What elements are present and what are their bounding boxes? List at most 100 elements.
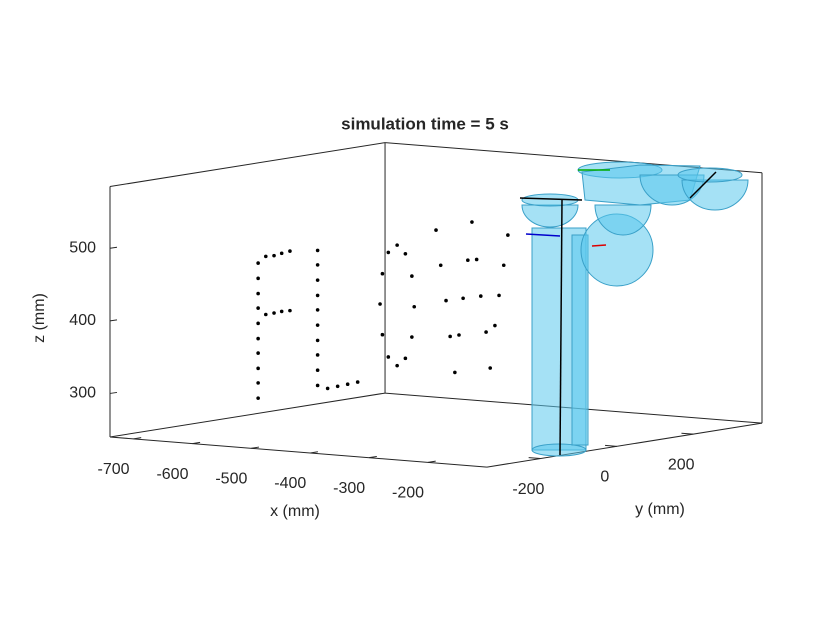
data-point [355, 380, 360, 384]
axis-edge [109, 142, 386, 188]
y-tick [605, 444, 617, 447]
robot-axis [689, 171, 717, 199]
data-point [263, 254, 268, 259]
data-point [488, 366, 493, 370]
data-point [315, 383, 320, 388]
data-point [410, 335, 414, 339]
z-tick-label: 500 [69, 239, 96, 256]
data-point [457, 333, 461, 337]
robot-axis [591, 244, 607, 247]
z-axis-label: z (mm) [31, 293, 48, 343]
data-point [315, 248, 320, 253]
data-point [272, 253, 276, 258]
data-point [493, 323, 497, 328]
x-tick-label: -300 [333, 480, 365, 497]
plot-area [256, 220, 510, 400]
axis-edge [109, 436, 487, 468]
data-point [386, 250, 391, 255]
data-point [256, 396, 260, 400]
data-point [256, 276, 260, 281]
data-point [315, 308, 320, 312]
data-point [279, 251, 284, 256]
y-tick-label: -200 [512, 481, 544, 498]
data-point [501, 263, 506, 268]
chart-title: simulation time = 5 s [341, 114, 509, 133]
data-point [474, 257, 479, 262]
data-point [256, 321, 260, 326]
z-tick-label: 400 [69, 312, 96, 329]
data-point [256, 306, 260, 310]
data-point [256, 366, 260, 371]
data-point [484, 330, 488, 334]
y-tick-label: 0 [600, 469, 609, 486]
z-tick-label: 300 [69, 385, 96, 402]
y-tick [528, 457, 541, 460]
axes-box: -700 -600 -500 -400 -300 -200 -200 0 200 300 400 50… [69, 142, 763, 502]
robot-cup [521, 204, 579, 228]
x-tick [251, 446, 260, 449]
data-point [466, 258, 470, 263]
x-tick-label: -400 [274, 475, 306, 492]
x-tick-label: -500 [215, 470, 247, 487]
robot-cup [594, 204, 652, 236]
data-point [315, 263, 320, 267]
data-point [434, 228, 438, 232]
x-tick [310, 451, 318, 454]
x-tick [192, 441, 201, 445]
z-tick [109, 391, 118, 394]
data-point [386, 355, 391, 359]
x-tick-label: -600 [156, 466, 188, 483]
data-point [256, 261, 260, 265]
data-point [470, 220, 474, 224]
data-point [448, 334, 452, 339]
data-point [380, 271, 385, 276]
data-point [256, 381, 260, 385]
data-point [256, 336, 260, 341]
data-point [288, 308, 292, 313]
data-point [453, 370, 457, 375]
data-point [272, 311, 276, 315]
y-tick [681, 432, 694, 435]
data-point [395, 243, 399, 247]
data-point [279, 309, 284, 314]
axis-edge [109, 392, 386, 438]
data-point [461, 296, 465, 301]
data-point [315, 323, 320, 327]
data-point [444, 298, 448, 303]
robot-plate [677, 167, 743, 183]
robot-axis [559, 199, 563, 456]
robot-column-inner [571, 234, 589, 446]
robot-axis [525, 233, 561, 237]
data-point [256, 351, 260, 355]
y-tick-label: 200 [668, 456, 695, 473]
x-tick [427, 460, 436, 463]
data-point [438, 263, 443, 268]
data-point [403, 356, 408, 361]
data-point [256, 291, 260, 296]
data-point [380, 332, 385, 337]
z-tick [109, 319, 118, 322]
data-point [412, 304, 417, 309]
data-point [335, 384, 340, 389]
data-point [378, 302, 382, 306]
data-point [315, 278, 320, 282]
data-point [315, 368, 320, 372]
data-point [315, 353, 320, 357]
x-axis-label: x (mm) [270, 503, 320, 520]
data-point [506, 233, 510, 237]
x-tick [133, 437, 142, 440]
data-point [497, 293, 501, 298]
data-point [410, 274, 414, 278]
data-point [315, 338, 320, 343]
axis-edge [486, 422, 763, 468]
data-point [325, 386, 330, 391]
robot-cup [681, 179, 749, 211]
z-tick [109, 246, 118, 249]
data-point [478, 294, 483, 298]
data-point [315, 293, 320, 298]
data-point [288, 249, 292, 253]
x-tick-label: -700 [98, 461, 130, 478]
x-tick [369, 455, 377, 459]
